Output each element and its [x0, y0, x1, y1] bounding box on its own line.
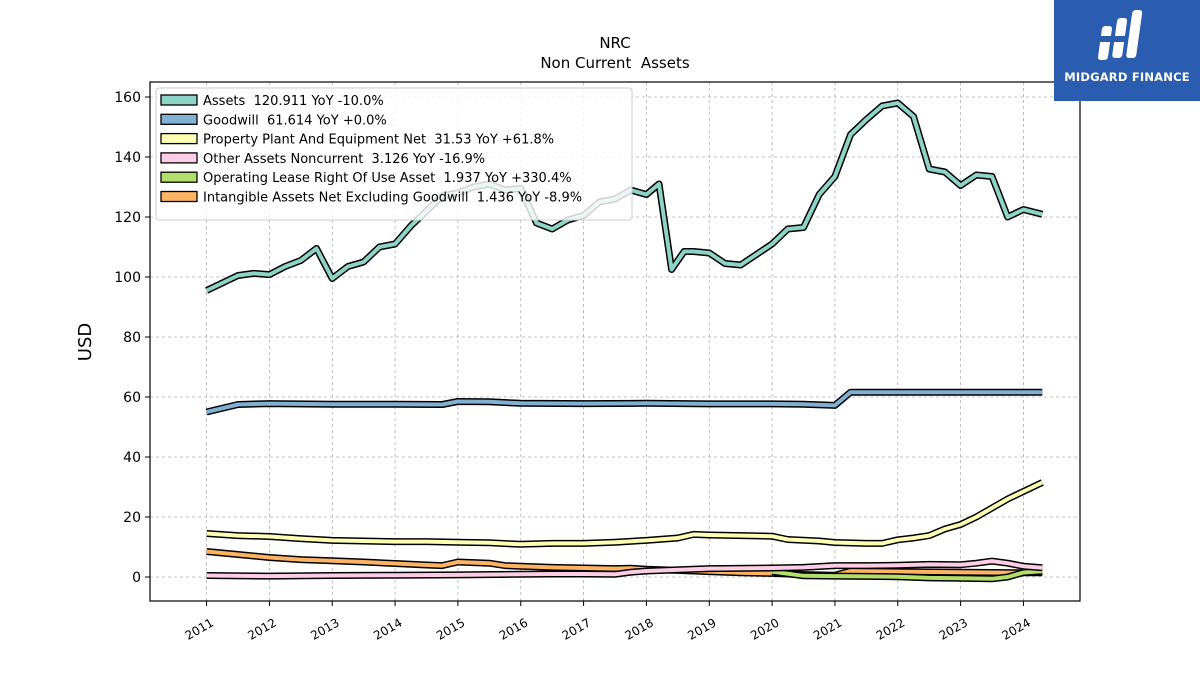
x-tick-label: 2015: [434, 615, 467, 642]
legend-label: Intangible Assets Net Excluding Goodwill…: [203, 191, 582, 206]
series-line: [771, 569, 1043, 581]
x-tick-label: 2013: [308, 615, 341, 642]
x-tick-label: 2011: [183, 615, 216, 642]
x-tick-label: 2020: [748, 615, 781, 642]
x-tick-label: 2012: [245, 615, 278, 642]
legend-swatch: [160, 132, 198, 145]
x-tick-label: 2016: [497, 615, 530, 642]
y-tick-label: 120: [114, 210, 141, 226]
y-axis-label: USD: [75, 323, 96, 361]
y-tick-label: 60: [123, 390, 141, 406]
legend-swatch: [160, 152, 198, 164]
legend-swatch: [160, 171, 198, 183]
x-tick-label: 2022: [874, 615, 907, 642]
x-tick-label: 2018: [622, 615, 655, 642]
y-axis: 0 20 40 60 80 100 120 140 160: [114, 90, 150, 586]
brand-logo: MIDGARD FINANCE: [1054, 0, 1200, 101]
y-tick-label: 20: [123, 510, 141, 526]
legend-swatch: [160, 113, 198, 125]
x-tick-label: 2019: [685, 615, 718, 642]
x-tick-label: 2023: [937, 615, 970, 642]
legend-label: Operating Lease Right Of Use Asset 1.937…: [203, 171, 572, 186]
legend-swatch: [160, 190, 198, 203]
x-axis: 2011 2012 2013 2014 2015 2016 2017 2018 2019 2020…: [183, 601, 1033, 643]
brand-name: MIDGARD FINANCE: [1064, 70, 1190, 84]
legend-label: Property Plant And Equipment Net 31.53 Y…: [203, 133, 554, 148]
series-line: [206, 480, 1044, 547]
y-tick-label: 80: [123, 330, 141, 346]
y-tick-label: 40: [123, 450, 141, 466]
x-tick-label: 2014: [371, 615, 404, 642]
chart-subtitle: Non Current Assets: [540, 54, 690, 72]
x-tick-label: 2024: [999, 615, 1032, 642]
series-line: [206, 549, 1043, 578]
y-tick-label: 0: [132, 570, 141, 586]
y-tick-label: 140: [114, 150, 141, 166]
legend: Assets 120.911 YoY -10.0% Goodwill 61.614…: [155, 87, 633, 221]
x-tick-label: 2017: [560, 615, 593, 642]
y-tick-label: 100: [114, 270, 141, 286]
legend-label: Assets 120.911 YoY -10.0%: [203, 94, 384, 109]
series-line: [206, 559, 1043, 579]
legend-label: Goodwill 61.614 YoY +0.0%: [203, 113, 387, 128]
brand-logo-icon: [1094, 10, 1143, 60]
legend-box: [155, 87, 633, 221]
legend-label: Other Assets Noncurrent 3.126 YoY -16.9%: [203, 152, 485, 167]
plot-frame: [149, 81, 1081, 602]
legend-swatch: [160, 94, 198, 106]
y-tick-label: 160: [114, 90, 141, 106]
series-line: [206, 390, 1043, 414]
x-tick-label: 2021: [811, 615, 844, 642]
chart-title: NRC: [599, 34, 630, 52]
